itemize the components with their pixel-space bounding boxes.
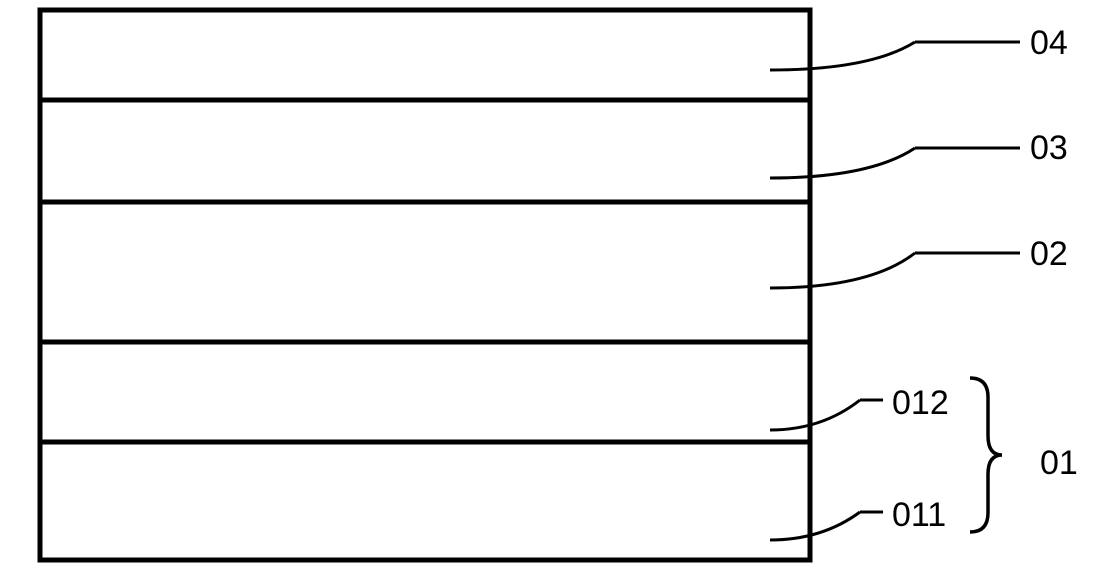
layer-02 xyxy=(40,202,810,342)
label-02: 02 xyxy=(1030,235,1068,273)
layer-012 xyxy=(40,342,810,442)
layer-03 xyxy=(40,100,810,202)
layer-stack xyxy=(40,10,810,560)
label-01: 01 xyxy=(1040,444,1078,482)
layer-011 xyxy=(40,442,810,560)
layer-04 xyxy=(40,10,810,100)
label-04: 04 xyxy=(1030,24,1068,62)
label-03: 03 xyxy=(1030,129,1068,167)
label-012: 012 xyxy=(892,384,949,422)
label-011: 011 xyxy=(892,496,946,534)
